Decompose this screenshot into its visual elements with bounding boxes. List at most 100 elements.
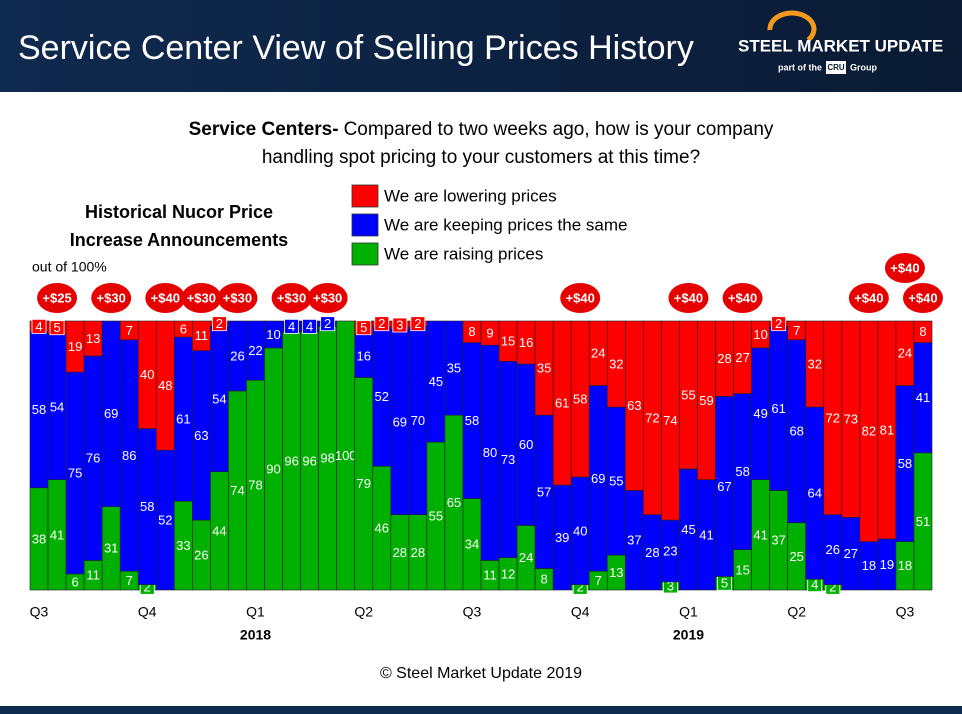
value-label: 96: [284, 453, 298, 468]
value-label: 4: [306, 319, 313, 334]
value-label: 57: [537, 484, 551, 499]
question: Service Centers- Compared to two weeks ag…: [189, 119, 774, 140]
value-label: 2: [144, 580, 151, 595]
value-label: 46: [375, 521, 389, 536]
value-label: 11: [483, 568, 497, 583]
value-label: 13: [86, 331, 100, 346]
x-tick-label: Q4: [571, 604, 590, 620]
value-label: 11: [86, 568, 100, 583]
value-label: 15: [735, 562, 749, 577]
label-box: [320, 316, 336, 332]
value-label: 81: [880, 422, 894, 437]
value-label: 68: [789, 424, 803, 439]
value-label: 27: [735, 350, 749, 365]
value-label: 48: [158, 378, 172, 393]
value-label: 26: [194, 547, 208, 562]
value-label: 41: [50, 527, 64, 542]
legend-label: We are raising prices: [384, 244, 543, 263]
value-label: 4: [35, 319, 42, 334]
value-label: 19: [880, 557, 894, 572]
value-label: 2: [324, 316, 331, 331]
value-label: 72: [645, 410, 659, 425]
value-label: 8: [468, 324, 475, 339]
value-label: 5: [53, 320, 60, 335]
price-increase-badge: [217, 283, 258, 313]
value-label: 58: [140, 499, 154, 514]
value-label: 7: [126, 573, 133, 588]
label-box: [212, 316, 227, 332]
value-label: 64: [808, 486, 822, 501]
value-label: 67: [717, 479, 731, 494]
value-label: 61: [555, 395, 569, 410]
value-label: 7: [793, 323, 800, 338]
value-label: 24: [591, 346, 605, 361]
value-label: 49: [753, 406, 767, 421]
value-label: 79: [357, 476, 371, 491]
value-label: 8: [541, 572, 548, 587]
label-box: [374, 316, 390, 332]
value-label: 98: [320, 451, 334, 466]
value-label: 13: [609, 565, 623, 580]
value-label: 2: [775, 316, 782, 331]
price-increase-badge: [181, 283, 222, 313]
value-label: 5: [721, 576, 728, 591]
label-box: [302, 318, 318, 334]
value-label: 55: [681, 387, 695, 402]
x-tick-label: Q3: [30, 604, 49, 620]
value-label: 51: [916, 514, 930, 529]
price-increase-label: +$30: [97, 290, 126, 305]
price-increase-badge: [91, 283, 132, 313]
price-increase-label: +$40: [674, 290, 703, 305]
value-label: 73: [501, 452, 515, 467]
value-label: 78: [248, 478, 262, 493]
value-label: 28: [645, 545, 659, 560]
price-increase-badge: [848, 283, 889, 313]
value-label: 25: [789, 549, 803, 564]
value-label: 7: [595, 573, 602, 588]
value-label: 96: [302, 453, 316, 468]
footer-band: [0, 706, 962, 714]
value-label: 3: [396, 317, 403, 332]
side-note: Increase Announcements: [70, 230, 288, 250]
legend-label: We are lowering prices: [384, 186, 557, 205]
x-tick-label: Q3: [463, 604, 482, 620]
x-tick-label: Q3: [896, 604, 915, 620]
logo-mark-box: [826, 61, 846, 74]
value-label: 58: [32, 402, 46, 417]
value-label: 37: [771, 533, 785, 548]
value-label: 63: [627, 398, 641, 413]
label-box: [410, 316, 426, 332]
value-label: 28: [411, 545, 425, 560]
price-increase-badge: [902, 283, 943, 313]
value-label: 28: [393, 545, 407, 560]
value-label: 19: [68, 339, 82, 354]
value-label: 26: [230, 348, 244, 363]
value-label: 2: [216, 316, 223, 331]
value-label: 90: [266, 461, 280, 476]
label-box: [284, 318, 299, 334]
value-label: 31: [104, 541, 118, 556]
value-label: 2: [577, 580, 584, 595]
value-label: 40: [573, 523, 587, 538]
value-label: 59: [699, 393, 713, 408]
question-line: Compared to two weeks ago, how is your c…: [344, 119, 774, 140]
value-label: 58: [898, 456, 912, 471]
value-label: 12: [501, 566, 515, 581]
label-box: [356, 320, 372, 336]
value-label: 63: [194, 428, 208, 443]
value-label: 58: [735, 464, 749, 479]
year-label: 2018: [240, 627, 271, 643]
value-label: 18: [898, 558, 912, 573]
value-label: 60: [519, 437, 533, 452]
value-label: 82: [862, 424, 876, 439]
price-increase-badge: [271, 283, 312, 313]
label-box: [49, 320, 65, 336]
value-label: 6: [180, 322, 187, 337]
value-label: 55: [429, 508, 443, 523]
value-label: 55: [609, 473, 623, 488]
value-label: 40: [140, 367, 154, 382]
side-note-subtitle: out of 100%: [32, 259, 107, 275]
copyright: © Steel Market Update 2019: [380, 665, 582, 682]
title: Service Center View of Selling Prices Hi…: [18, 29, 694, 67]
